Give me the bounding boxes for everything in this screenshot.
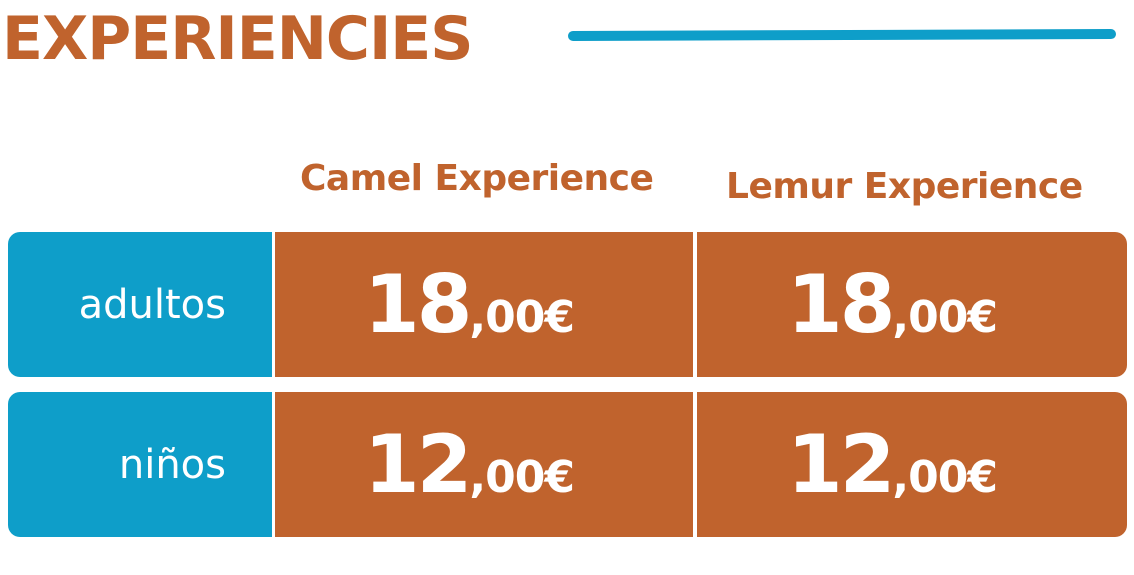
row-label-adults: adultos bbox=[8, 232, 272, 377]
price-adults-camel: 18,00€ bbox=[364, 264, 575, 345]
price-decimal: ,00€ bbox=[892, 451, 998, 503]
price-children-camel: 12,00€ bbox=[364, 424, 575, 505]
column-header-lemur: Lemur Experience bbox=[726, 166, 1083, 207]
price-main: 12 bbox=[364, 417, 472, 511]
price-adults-lemur: 18,00€ bbox=[787, 264, 998, 345]
price-main: 18 bbox=[364, 257, 472, 351]
price-cell-adults-camel: 18,00€ bbox=[275, 232, 693, 377]
price-cell-children-lemur: 12,00€ bbox=[697, 392, 1127, 537]
price-decimal: ,00€ bbox=[469, 291, 575, 343]
price-cell-adults-lemur: 18,00€ bbox=[697, 232, 1127, 377]
price-children-lemur: 12,00€ bbox=[787, 424, 998, 505]
price-cell-children-camel: 12,00€ bbox=[275, 392, 693, 537]
price-decimal: ,00€ bbox=[469, 451, 575, 503]
column-header-camel: Camel Experience bbox=[300, 158, 654, 199]
price-decimal: ,00€ bbox=[892, 291, 998, 343]
row-label-children: niños bbox=[8, 392, 272, 537]
page-title: EXPERIENCIES bbox=[2, 4, 473, 74]
price-main: 12 bbox=[787, 417, 895, 511]
title-underline-decoration bbox=[567, 29, 1117, 41]
price-main: 18 bbox=[787, 257, 895, 351]
